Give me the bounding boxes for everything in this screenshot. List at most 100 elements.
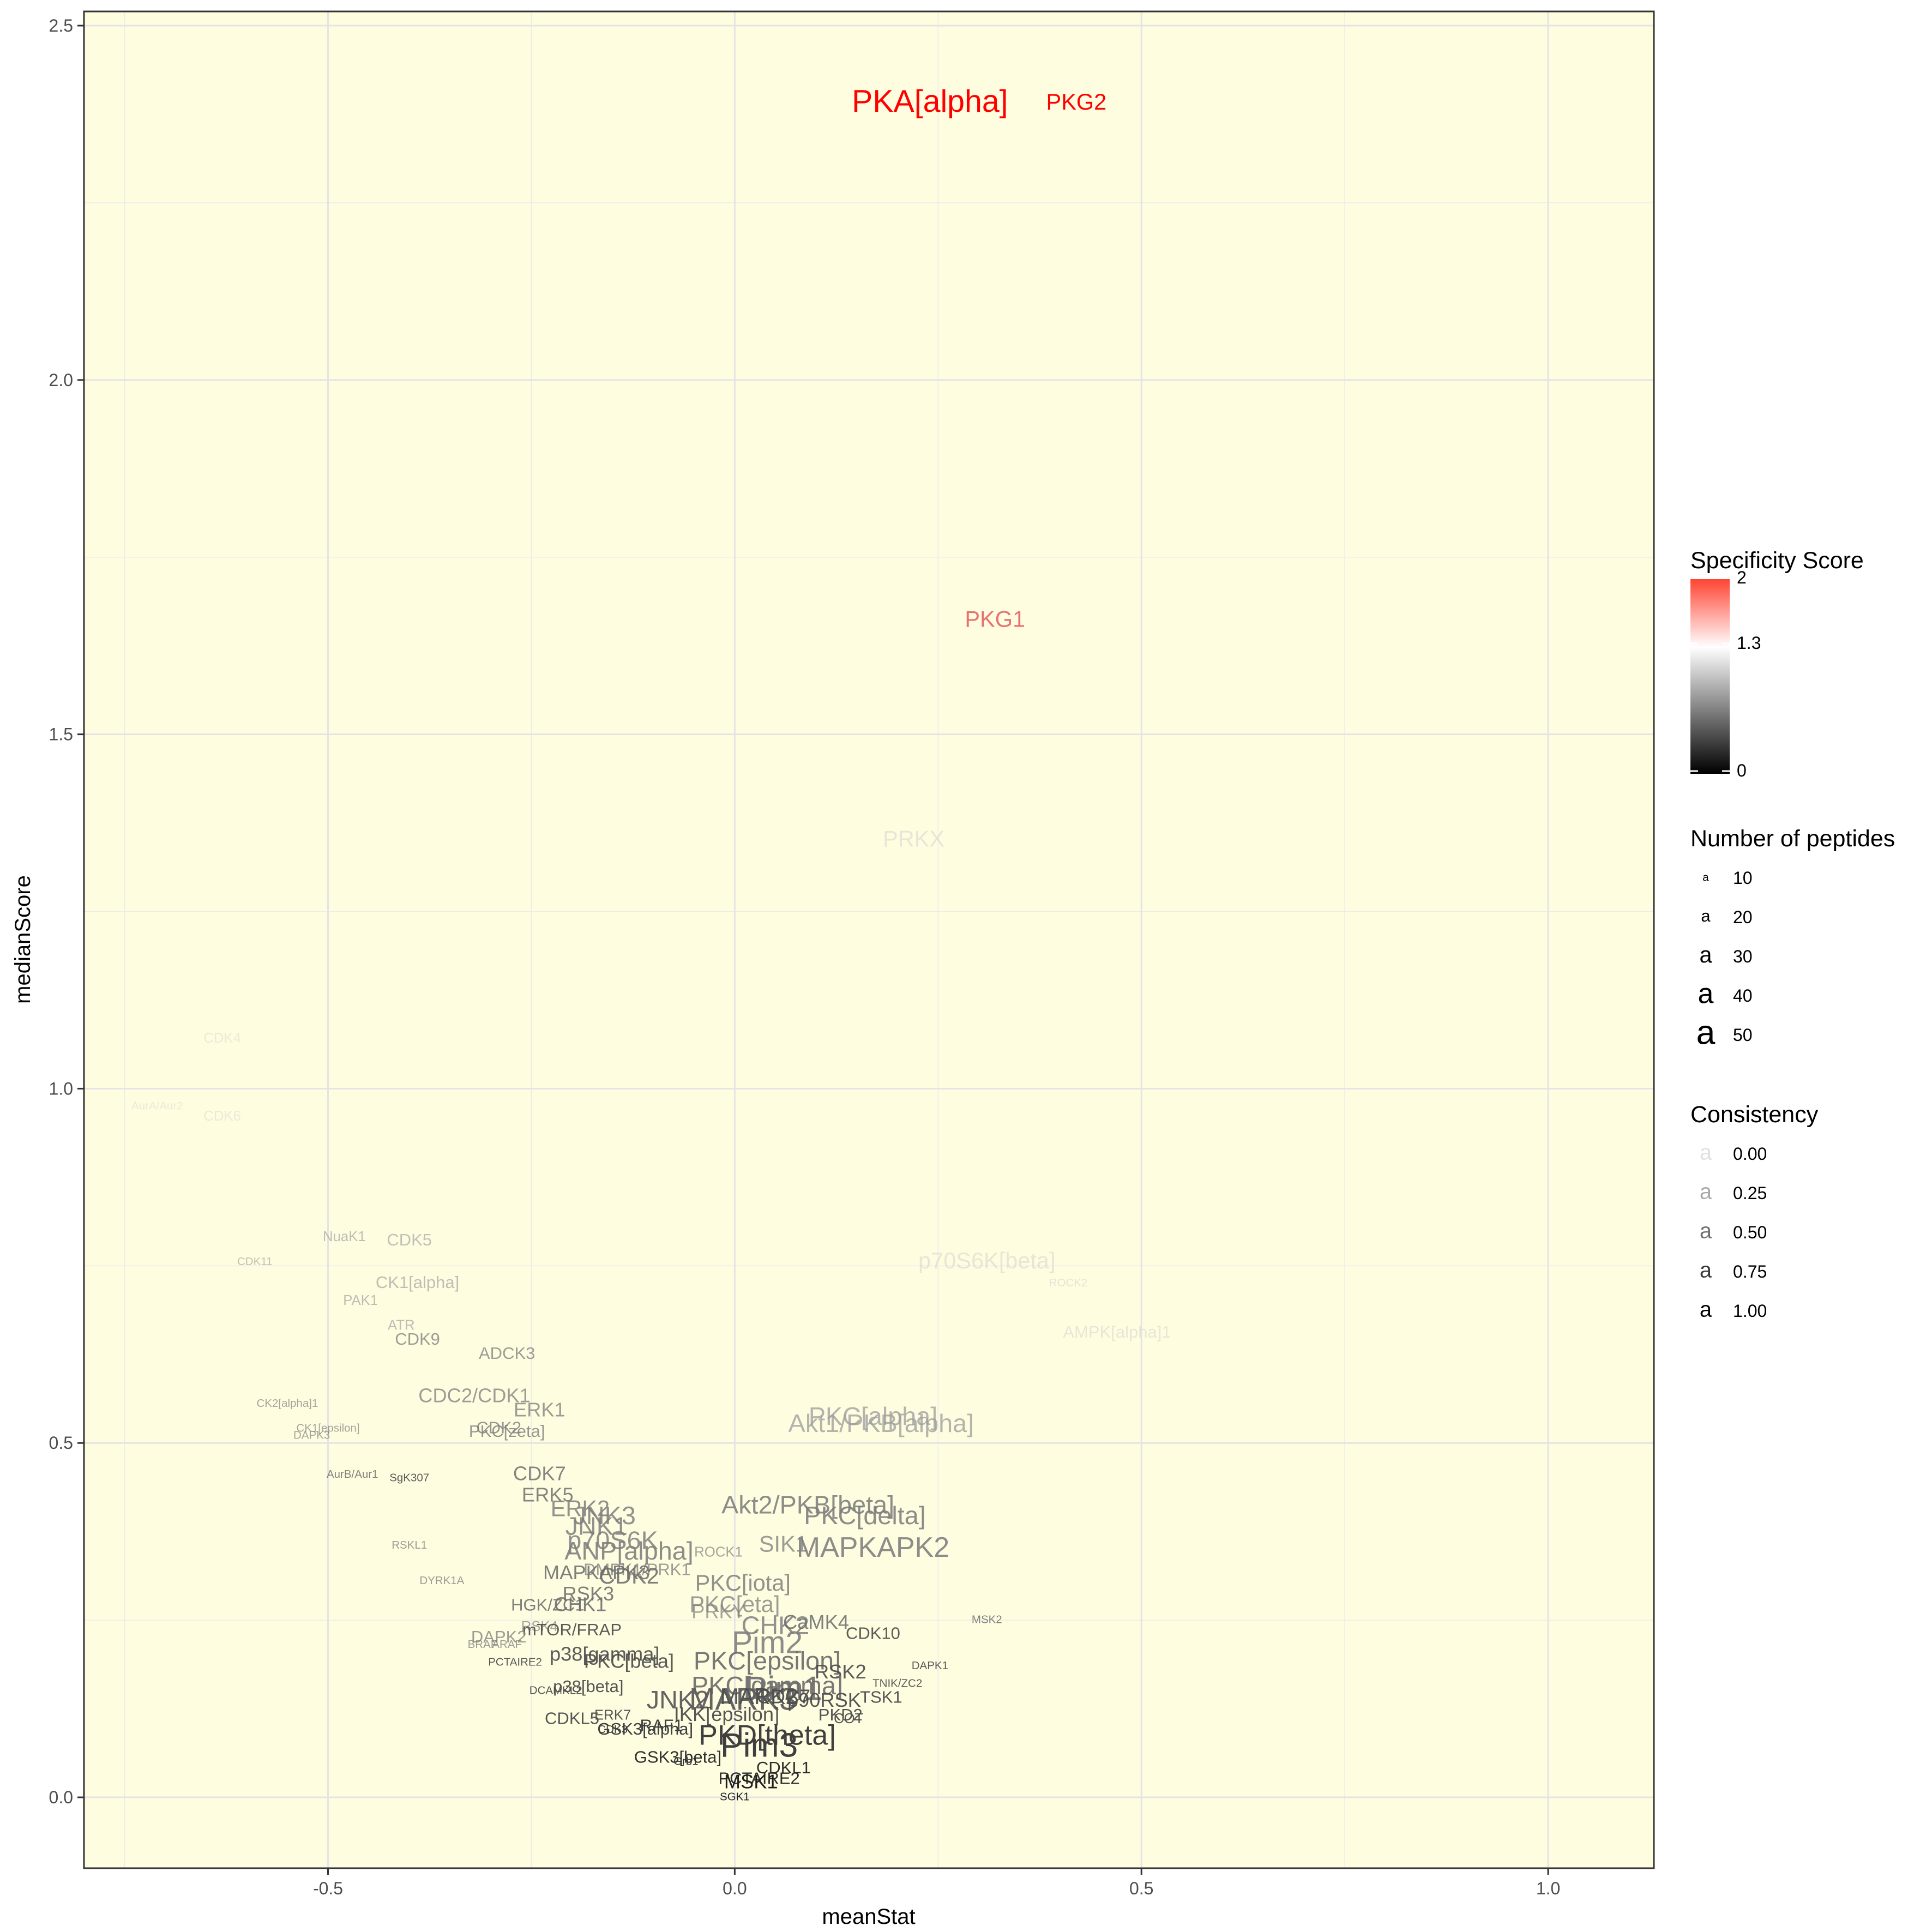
kinase-label-point: DAPK1 — [912, 1659, 948, 1672]
kinase-label-point: p70S6K — [567, 1526, 658, 1555]
kinase-label-point: ERK5 — [522, 1483, 574, 1506]
kinase-label-point: MSK2 — [972, 1614, 1002, 1626]
consistency-legend-label: 0.75 — [1733, 1262, 1767, 1281]
kinase-label-point: TSK1 — [860, 1687, 902, 1706]
kinase-label-point: MAPKAPK2 — [797, 1532, 949, 1563]
peptides-legend-label: 20 — [1733, 907, 1753, 927]
peptides-legend-label: 40 — [1733, 986, 1753, 1006]
consistency-legend-key: a — [1700, 1141, 1712, 1165]
kinase-label-point: JNK2 — [647, 1686, 709, 1714]
kinase-label-point: PKC[zeta] — [469, 1422, 545, 1441]
kinase-label-point: PKC[gamma] — [691, 1671, 843, 1700]
kinase-label-point: IKK[epsilon] — [674, 1703, 779, 1725]
y-tick-label: 1.0 — [49, 1079, 73, 1098]
kinase-label-point: ANP[alpha] — [564, 1537, 694, 1565]
kinase-label-point: RSK4 — [521, 1619, 558, 1634]
peptides-legend-label: 10 — [1733, 868, 1753, 888]
consistency-legend-label: 0.25 — [1733, 1183, 1767, 1203]
kinase-label-point: PAK1 — [343, 1293, 378, 1308]
x-axis: -0.5 0.0 0.5 1.0 — [313, 1868, 1560, 1898]
kinase-label-point: ROCK2 — [1049, 1277, 1088, 1289]
kinase-label-point: CK2[alpha]1 — [257, 1397, 318, 1410]
kinase-label-point: NuaK1 — [323, 1229, 366, 1244]
kinase-label-point: ROCK1 — [694, 1544, 743, 1560]
kinase-label-point: Pim2 — [732, 1626, 803, 1660]
kinase-label-point: Pim1 — [745, 1670, 822, 1708]
kinase-label-point: AMPK[alpha]1 — [1063, 1322, 1171, 1341]
specificity-label-low: 0 — [1737, 761, 1747, 780]
kinase-label-point: PKC[alpha] — [809, 1402, 938, 1430]
kinase-label-point: CHK1 — [554, 1593, 607, 1616]
kinase-label-point: CDK11 — [237, 1255, 273, 1268]
kinase-label-point: MSK1 — [724, 1771, 778, 1793]
kinase-label-point: DMPK1/PRK1 — [583, 1560, 690, 1579]
consistency-legend-key: a — [1700, 1219, 1712, 1243]
consistency-legend-label: 1.00 — [1733, 1301, 1767, 1321]
kinase-label-point: SGK1 — [720, 1790, 750, 1803]
kinase-label-point: TNIK/ZC2 — [872, 1677, 922, 1690]
peptides-legend-label: 30 — [1733, 947, 1753, 966]
kinase-label-point: RSKL1 — [392, 1539, 427, 1551]
kinase-label-point: GSK3[beta] — [634, 1748, 721, 1767]
kinase-label-point: ARAF — [492, 1638, 522, 1651]
kinase-label-point: ADCK3 — [479, 1344, 535, 1363]
major-gridlines — [84, 11, 1654, 1868]
kinase-label-point: GSK3[alpha] — [597, 1719, 693, 1738]
y-axis: 0.0 0.5 1.0 1.5 2.0 2.5 — [49, 16, 84, 1807]
kinase-label-point: CDK7 — [513, 1462, 566, 1484]
peptides-legend-key: a — [1696, 1014, 1716, 1052]
plot-panel — [84, 11, 1654, 1868]
peptides-legend-key: a — [1701, 906, 1711, 925]
peptides-legend-keys: a 10 a 20 a 30 a 40 a 50 — [1696, 868, 1753, 1052]
x-tick-label: 0.5 — [1129, 1879, 1153, 1898]
kinase-label-point: PKA[alpha] — [852, 84, 1008, 119]
kinase-label-point: HGK/ZC1 — [511, 1595, 584, 1614]
kinase-label-point: RSK2 — [815, 1660, 866, 1683]
kinase-label-point: PRKY — [691, 1600, 745, 1623]
kinase-label-point: p38[gamma] — [550, 1643, 660, 1665]
kinase-label-point: AurB/Aur1 — [327, 1468, 378, 1480]
x-tick-label: -0.5 — [313, 1879, 343, 1898]
peptides-legend-label: 50 — [1733, 1025, 1753, 1045]
kinase-label-point: PCTAIRE2 — [718, 1769, 799, 1788]
y-tick-label: 0.0 — [49, 1787, 73, 1807]
kinase-label-point: PKC[eta] — [689, 1591, 780, 1617]
specificity-label-high: 2 — [1737, 568, 1747, 587]
legend-peptides-title: Number of peptides — [1690, 826, 1895, 852]
plot-border — [83, 10, 1655, 1869]
peptides-legend-key: a — [1702, 871, 1709, 883]
consistency-legend-label: 0.00 — [1733, 1144, 1767, 1164]
kinase-label-point: DCAMKL2 — [529, 1684, 582, 1697]
peptides-legend-key: a — [1699, 942, 1712, 967]
minor-gridlines — [84, 11, 1654, 1868]
kinase-label-point: PKG1 — [965, 606, 1025, 632]
kinase-label-point: CDC2/CDK1 — [418, 1384, 530, 1406]
kinase-label-point: CDKL5 — [545, 1708, 599, 1728]
kinase-label-point: CDKL1 — [756, 1758, 811, 1777]
y-tick-label: 1.5 — [49, 725, 73, 744]
kinase-label-point: PKC[iota] — [695, 1570, 791, 1596]
legend-consistency-title: Consistency — [1690, 1102, 1819, 1128]
kinase-label-point: CDK5 — [387, 1230, 432, 1249]
kinase-label-point: CDK6 — [203, 1109, 241, 1124]
kinase-label-point: SgK307 — [389, 1472, 429, 1484]
kinase-label-point: ATR — [388, 1318, 415, 1333]
kinase-label-point: CDK2 — [476, 1418, 521, 1437]
kinase-label-point: DAPK3 — [293, 1429, 330, 1442]
kinase-label-point: CDK10 — [846, 1623, 900, 1642]
kinase-label-point: Grb1 — [673, 1755, 699, 1767]
kinase-label-point: CDC7 — [757, 1686, 811, 1708]
kinase-label-point: PKC[beta] — [584, 1650, 674, 1672]
kinase-label-point: CDK9 — [395, 1329, 440, 1349]
kinase-label-point: PKD[theta] — [699, 1719, 835, 1751]
kinase-label-point: p38[beta] — [553, 1677, 623, 1696]
kinase-label-point: DAPK2 — [471, 1627, 527, 1646]
kinase-label-point: MARK3 — [689, 1682, 797, 1717]
kinase-label-point: CK1[epsilon] — [296, 1422, 359, 1435]
kinase-label-point: AurA/Aur2 — [131, 1099, 183, 1112]
y-tick-label: 0.5 — [49, 1433, 73, 1453]
specificity-colorbar — [1690, 579, 1730, 774]
x-tick-label: 1.0 — [1536, 1879, 1560, 1898]
kinase-label-point: Akt1/PKB[alpha] — [789, 1409, 974, 1437]
kinase-label-point: ERK1 — [514, 1398, 565, 1421]
